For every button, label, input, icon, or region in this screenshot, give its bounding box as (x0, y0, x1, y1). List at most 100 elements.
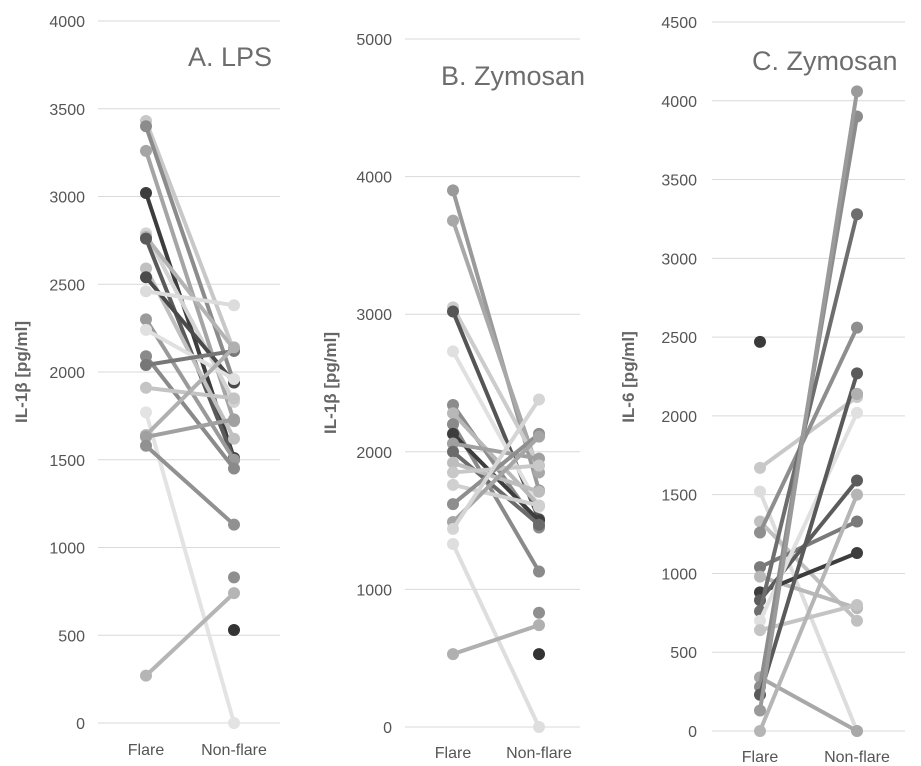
series-line (144, 345, 236, 438)
data-point (447, 498, 459, 511)
data-point (851, 488, 863, 501)
data-point (228, 432, 240, 445)
data-point (140, 186, 152, 199)
series-line (144, 119, 236, 353)
series-line (144, 231, 236, 404)
y-tick-label: 1000 (661, 566, 697, 583)
series-line (451, 411, 541, 508)
data-point (140, 120, 152, 133)
data-point (754, 725, 766, 737)
data-point (140, 439, 152, 452)
series-line (758, 492, 859, 733)
y-tick-label: 4500 (661, 15, 697, 32)
y-axis-label: IL-1β [pg/ml] (12, 321, 31, 423)
data-point (533, 648, 545, 661)
y-tick-label: 0 (76, 716, 85, 733)
data-point (851, 474, 863, 487)
series-15 (754, 85, 863, 717)
y-tick-label: 4000 (49, 14, 85, 31)
data-point (228, 717, 240, 729)
y-axis-label: IL-1β [pg/ml] (321, 332, 340, 434)
data-point (851, 208, 863, 221)
series-16 (754, 488, 863, 737)
data-point (851, 387, 863, 400)
series-line (451, 482, 541, 508)
data-point (140, 313, 152, 326)
series-18 (447, 537, 545, 733)
data-point (447, 305, 459, 318)
series-20 (140, 587, 240, 682)
data-point (447, 522, 459, 535)
y-tick-label: 4000 (356, 170, 392, 187)
series-line (144, 417, 236, 439)
data-point (754, 614, 766, 627)
data-point (533, 518, 545, 531)
y-tick-label: 1500 (49, 453, 85, 470)
series-line (451, 305, 541, 468)
series-line (144, 443, 236, 527)
series-line (451, 431, 541, 507)
data-point (447, 214, 459, 227)
series-line (758, 675, 859, 733)
series-19 (447, 619, 545, 661)
data-point (447, 445, 459, 458)
data-point (228, 587, 240, 600)
chart-title: A. LPS (188, 42, 272, 72)
series-line (451, 397, 541, 531)
data-point (754, 624, 766, 637)
y-tick-label: 3500 (661, 173, 697, 190)
data-point (447, 399, 459, 412)
y-tick-label: 1000 (49, 541, 85, 558)
data-point (447, 418, 459, 431)
data-point (447, 184, 459, 197)
x-tick-label: Flare (435, 745, 472, 762)
series-line (451, 541, 541, 729)
data-point (533, 499, 545, 512)
data-point (851, 85, 863, 98)
data-point (228, 571, 240, 584)
x-tick-label: Non-flare (201, 742, 267, 759)
y-tick-label: 1000 (356, 582, 392, 599)
chart-panel-1: 0 500 1000 1500 2000 2500 3000 3500 4000 Flare Non… (12, 14, 280, 759)
data-point (447, 345, 459, 358)
x-tick-label: Non-flare (824, 749, 890, 766)
data-point (140, 285, 152, 298)
data-point (140, 406, 152, 419)
series-18 (140, 413, 240, 443)
series-line (451, 218, 541, 475)
data-point (447, 466, 459, 479)
series-line (144, 289, 236, 308)
data-point (140, 358, 152, 371)
y-tick-label: 2000 (49, 365, 85, 382)
series-line (451, 349, 541, 509)
data-point (851, 515, 863, 528)
series-line (144, 354, 236, 471)
chart-panel-2: 0 1000 2000 3000 4000 5000 Flare Non-flare IL-1β… (321, 32, 585, 762)
data-point (851, 614, 863, 627)
y-tick-label: 500 (58, 628, 85, 645)
data-point (140, 271, 152, 284)
series-11 (447, 445, 545, 531)
chart-panel-3: 0 500 1000 1500 2000 2500 3000 3500 4000 4500 Flar… (619, 15, 905, 766)
data-point (140, 262, 152, 275)
series-17 (447, 393, 545, 535)
y-tick-label: 3000 (356, 307, 392, 324)
data-point (140, 350, 152, 363)
data-point (228, 518, 240, 531)
data-point (754, 335, 766, 348)
data-point (228, 392, 240, 405)
data-point (533, 619, 545, 632)
y-tick-label: 5000 (356, 32, 392, 49)
y-tick-label: 0 (688, 724, 697, 741)
data-point (228, 299, 240, 312)
data-point (533, 430, 545, 443)
data-point (851, 598, 863, 611)
y-tick-label: 0 (383, 720, 392, 737)
data-point (447, 456, 459, 469)
series-line (144, 327, 236, 382)
data-point (533, 606, 545, 619)
data-point (447, 407, 459, 420)
data-point (533, 721, 545, 733)
chart-title: B. Zymosan (441, 61, 585, 91)
